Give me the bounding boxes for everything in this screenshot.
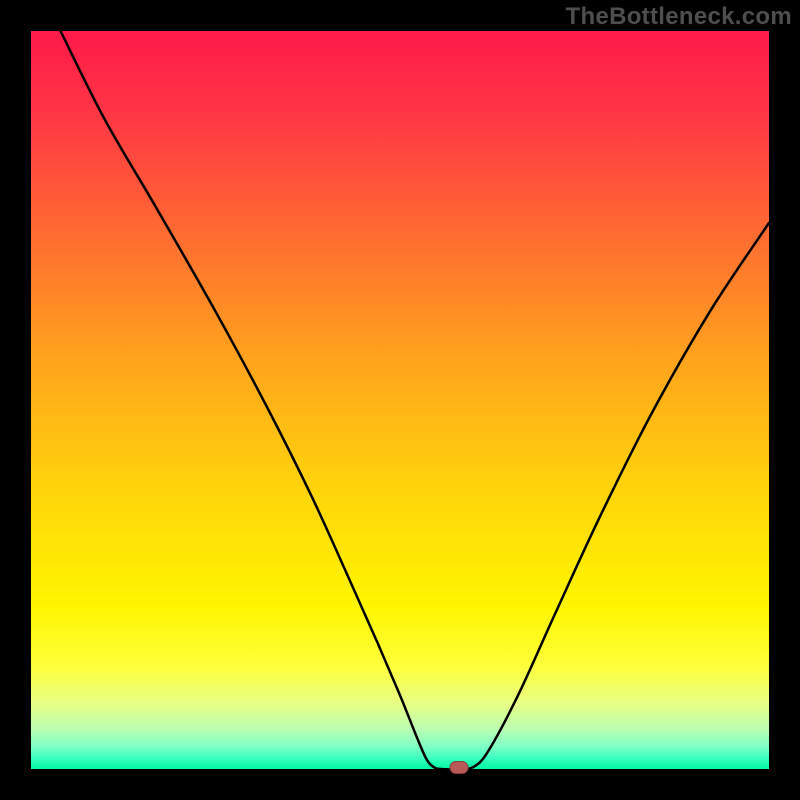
watermark-text: TheBottleneck.com <box>566 3 792 31</box>
optimum-marker <box>450 762 468 774</box>
chart-svg <box>0 0 800 800</box>
